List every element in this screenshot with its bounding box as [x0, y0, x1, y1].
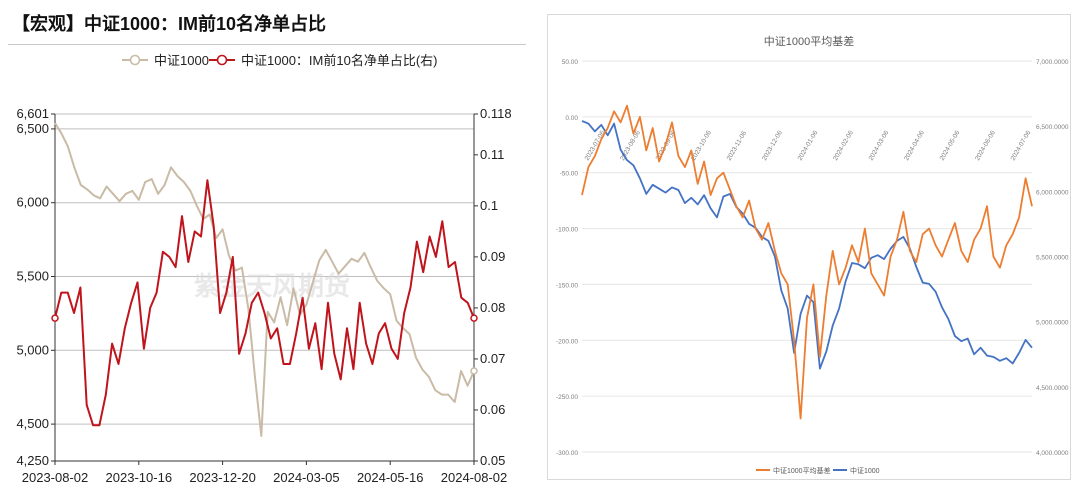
y-right-tick-label: 6,500.0000: [1036, 124, 1069, 131]
y-right-tick-label: 7,000.0000: [1036, 59, 1069, 66]
legend-label: 中证1000：IM前10名净单占比(右): [241, 53, 437, 68]
x-tick-label: 2024-05-06: [939, 129, 962, 162]
x-tick-label: 2024-03-05: [273, 470, 340, 485]
y-right-tick-label: 6,000.0000: [1036, 189, 1069, 196]
y-left-tick-label: 5,500: [16, 269, 49, 284]
y-right-tick-label: 0.05: [480, 453, 505, 468]
y-right-tick-label: 4,500.0000: [1036, 385, 1069, 392]
x-tick-label: 2024-04-06: [903, 129, 926, 162]
series-end-marker: [470, 367, 478, 375]
legend-marker: [129, 54, 141, 66]
y-left-tick-label: 4,250: [16, 453, 49, 468]
x-tick-label: 2024-02-06: [832, 129, 855, 162]
legend-marker: [216, 54, 228, 66]
right-chart-panel: 中证1000平均基差 -300.00 -250.00 -200.00 -150.00 -1…: [547, 14, 1071, 480]
y-left-tick-label: 50.00: [562, 59, 579, 66]
series-line-csi1000: [54, 122, 475, 437]
y-right-tick-label: 5,000.0000: [1036, 320, 1069, 327]
x-tick-label: 2024-05-16: [357, 470, 424, 485]
series-end-marker: [51, 314, 59, 322]
y-right-tick-label: 0.07: [480, 351, 505, 366]
y-left-tick-label: -100.00: [556, 227, 578, 234]
y-left-tick-label: 6,500: [16, 121, 49, 136]
y-right-tick-label: 4,000.0000: [1036, 450, 1069, 457]
watermark: 紫金天风期货: [194, 271, 350, 301]
x-tick-label: 2023-10-16: [106, 470, 173, 485]
chart-title: 中证1000平均基差: [764, 34, 854, 48]
y-right-tick-label: 5,500.0000: [1036, 255, 1069, 262]
y-right-tick-label: 0.118: [480, 106, 512, 121]
x-tick-label: 2024-08-02: [441, 470, 508, 485]
legend-label: 中证1000: [850, 466, 880, 475]
x-tick-label: 2023-10-06: [690, 129, 713, 162]
y-right-tick-label: 0.1: [480, 198, 498, 213]
x-tick-label: 2024-07-06: [1010, 129, 1033, 162]
y-right-tick-label: 0.08: [480, 300, 505, 315]
y-left-tick-label: -50.00: [560, 171, 579, 178]
y-left-tick-label: -300.00: [556, 450, 578, 457]
x-tick-label: 2023-11-06: [726, 130, 749, 162]
y-left-tick-label: 0.00: [565, 115, 578, 122]
y-left-tick-label: 6,000: [16, 195, 49, 210]
series-line-avg-basis: [581, 104, 1033, 420]
y-left-tick-label: -250.00: [556, 394, 578, 401]
x-tick-label: 2024-01-06: [797, 129, 820, 162]
x-tick-label: 2024-03-06: [868, 129, 891, 162]
series-line-net-ratio: [54, 179, 475, 427]
y-left-tick-label: 4,500: [16, 416, 49, 431]
x-tick-label: 2023-12-20: [189, 470, 256, 485]
x-tick-label: 2024-06-06: [974, 129, 997, 162]
legend-label: 中证1000平均基差: [773, 466, 831, 475]
legend-label: 中证1000: [154, 53, 209, 68]
right-chart: 中证1000平均基差 -300.00 -250.00 -200.00 -150.00 -1…: [556, 34, 1069, 475]
x-tick-label: 2023-12-06: [761, 129, 784, 162]
y-right-tick-label: 0.09: [480, 249, 505, 264]
series-end-marker: [470, 314, 478, 322]
series-line-csi1000: [581, 120, 1033, 370]
x-tick-label: 2023-08-02: [22, 470, 89, 485]
left-chart-panel: 【宏观】中证1000：IM前10名净单占比 4,250 4,500 5,000 5,5…: [0, 0, 530, 487]
y-right-tick-label: 0.06: [480, 402, 505, 417]
page-title: 【宏观】中证1000：IM前10名净单占比: [12, 14, 327, 34]
title-divider: [8, 44, 526, 45]
x-tick-label: 2023-08-06: [619, 129, 642, 162]
y-left-tick-label: -200.00: [556, 338, 578, 345]
y-left-tick-label: -150.00: [556, 282, 578, 289]
y-left-tick-label: 5,000: [16, 342, 49, 357]
y-right-tick-label: 0.11: [480, 147, 504, 162]
y-left-tick-label: 6,601: [16, 106, 49, 121]
